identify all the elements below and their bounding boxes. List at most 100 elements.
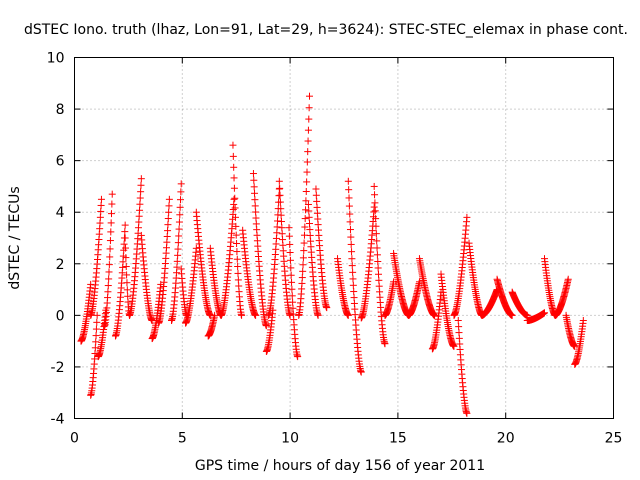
data-point xyxy=(107,228,115,236)
data-point xyxy=(136,200,144,208)
data-point xyxy=(305,213,313,221)
data-point xyxy=(252,311,260,319)
data-point xyxy=(303,178,311,186)
data-point xyxy=(306,92,314,100)
data-point xyxy=(301,223,309,231)
data-point xyxy=(313,203,321,211)
data-point xyxy=(346,210,354,218)
plot-frame xyxy=(74,57,614,419)
data-point xyxy=(348,255,356,263)
data-point xyxy=(286,240,294,248)
data-point xyxy=(288,285,296,293)
data-point xyxy=(286,311,294,319)
data-point xyxy=(289,298,297,306)
data-point xyxy=(232,231,240,239)
data-point xyxy=(249,170,257,178)
x-axis-title: GPS time / hours of day 156 of year 2011 xyxy=(195,458,485,474)
data-point xyxy=(251,189,259,197)
data-point xyxy=(233,240,241,248)
data-point xyxy=(305,104,313,112)
data-point xyxy=(262,322,270,330)
data-point xyxy=(230,163,238,171)
data-point xyxy=(304,137,312,145)
data-point xyxy=(174,245,182,253)
data-point xyxy=(348,248,356,256)
data-point xyxy=(348,262,356,270)
data-point xyxy=(373,251,381,259)
data-point xyxy=(370,203,378,211)
data-point xyxy=(234,276,242,284)
data-point xyxy=(374,270,382,278)
data-point xyxy=(105,268,113,276)
data-point xyxy=(349,268,357,276)
data-point xyxy=(374,264,382,272)
data-point xyxy=(93,311,101,319)
data-point xyxy=(165,208,173,216)
data-point xyxy=(137,181,145,189)
data-point xyxy=(93,318,101,326)
data-point xyxy=(305,207,313,215)
data-point xyxy=(106,253,114,261)
data-point xyxy=(294,353,302,361)
data-point xyxy=(298,279,306,287)
data-point xyxy=(301,215,309,223)
data-point xyxy=(349,281,357,289)
data-point xyxy=(231,204,239,212)
x-tick-label: 10 xyxy=(281,431,299,447)
data-point xyxy=(277,211,285,219)
data-point xyxy=(230,184,238,192)
data-point xyxy=(273,223,281,231)
data-point xyxy=(250,176,258,184)
data-point xyxy=(163,232,171,240)
data-point xyxy=(91,344,99,352)
y-tick-label: -2 xyxy=(51,360,65,376)
data-point xyxy=(300,239,308,247)
data-point xyxy=(173,257,181,265)
data-point xyxy=(454,317,462,325)
data-point xyxy=(106,245,114,253)
data-point xyxy=(349,275,357,283)
data-point xyxy=(288,278,296,286)
data-point xyxy=(164,227,172,235)
data-point xyxy=(122,244,130,252)
y-tick-label: 8 xyxy=(56,102,65,118)
data-point xyxy=(285,232,293,240)
data-point xyxy=(299,254,307,262)
data-point xyxy=(374,258,382,266)
data-point xyxy=(306,226,314,234)
data-point xyxy=(287,271,295,279)
data-point xyxy=(96,213,104,221)
data-point xyxy=(277,205,285,213)
data-point xyxy=(276,191,284,199)
data-point xyxy=(302,187,310,195)
data-point xyxy=(250,183,258,191)
data-point xyxy=(97,207,105,215)
data-point xyxy=(390,278,398,286)
data-point xyxy=(276,198,284,206)
data-point xyxy=(375,276,383,284)
data-point xyxy=(137,175,145,183)
data-point xyxy=(300,247,308,255)
data-point xyxy=(238,311,246,319)
data-point xyxy=(123,286,131,294)
data-marks xyxy=(77,92,587,417)
data-point xyxy=(251,202,259,210)
data-point xyxy=(174,251,182,259)
data-point xyxy=(345,194,353,202)
x-tick-label: 0 xyxy=(70,431,79,447)
data-point xyxy=(234,263,242,271)
data-point xyxy=(92,325,100,333)
data-point xyxy=(278,230,286,238)
data-point xyxy=(123,271,131,279)
data-point xyxy=(122,263,130,271)
y-tick-label: -4 xyxy=(51,412,65,428)
data-point xyxy=(252,214,260,222)
data-point xyxy=(285,224,293,232)
data-point xyxy=(276,184,284,192)
data-point xyxy=(372,222,380,230)
data-point xyxy=(303,168,311,176)
data-point xyxy=(192,244,200,252)
data-point xyxy=(564,275,572,283)
data-point xyxy=(274,217,282,225)
data-point xyxy=(345,186,353,194)
